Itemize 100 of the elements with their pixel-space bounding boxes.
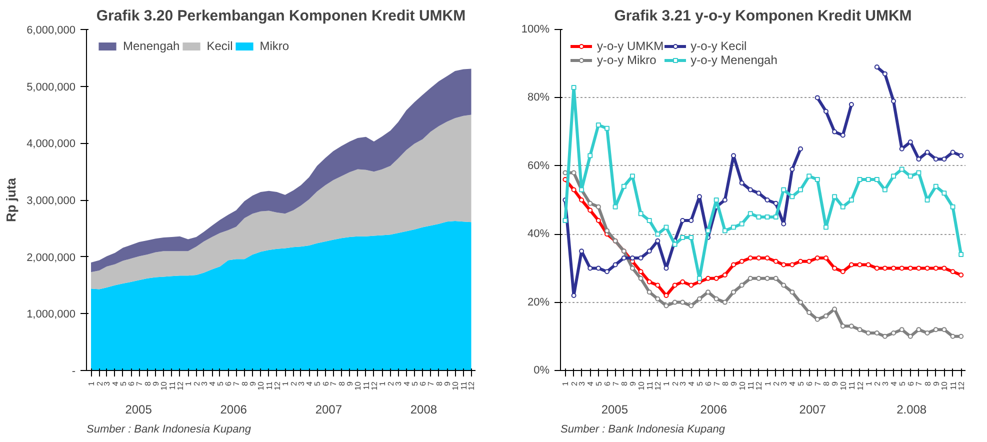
point — [571, 84, 576, 90]
point — [604, 228, 610, 234]
x-tick-label: 9 — [628, 380, 638, 386]
x-tick-label: 10 — [636, 380, 646, 390]
x-tick-label: 10 — [940, 380, 950, 390]
x-tick-label: 3 — [780, 380, 789, 386]
x-tick-label: 8 — [822, 380, 831, 386]
point — [588, 266, 593, 271]
x-tick-label: 3 — [296, 380, 306, 386]
point — [840, 324, 846, 329]
x-tick-label: 7 — [329, 380, 338, 386]
x-tick-label: 3 — [102, 380, 112, 386]
x-tick-label: 3 — [394, 380, 404, 386]
x-tick-label: 8 — [434, 380, 444, 386]
point — [630, 174, 635, 179]
point — [739, 282, 744, 288]
point — [908, 266, 913, 271]
legend-label: y-o-y UMKM — [597, 39, 664, 53]
point — [924, 266, 930, 271]
legend-label: Menengah — [123, 39, 180, 53]
x-tick-label: 10 — [160, 380, 169, 390]
point — [916, 156, 922, 162]
point — [848, 102, 854, 108]
point — [958, 252, 964, 258]
point — [798, 258, 804, 264]
point — [882, 187, 888, 192]
point — [773, 200, 778, 206]
point — [706, 228, 711, 234]
point — [748, 255, 753, 260]
x-tick-label: 6 — [805, 380, 814, 386]
text: 2005 — [601, 402, 628, 416]
point — [823, 108, 828, 114]
x-tick-label: 9 — [730, 380, 739, 386]
point — [832, 194, 838, 200]
point — [773, 276, 778, 281]
point — [672, 282, 678, 288]
x-tick-label: 4 — [208, 380, 217, 386]
point — [899, 266, 904, 271]
point — [942, 266, 947, 271]
point — [874, 177, 880, 182]
point — [655, 282, 660, 288]
point — [680, 300, 686, 305]
point — [899, 327, 904, 332]
chart-title: Grafik 3.21 y-o-y Komponen Kredit UMKM — [614, 8, 912, 24]
x-tick-label: 5 — [216, 380, 225, 386]
point — [638, 255, 644, 260]
x-tick-label: 1 — [87, 380, 96, 386]
point — [942, 156, 947, 162]
x-tick-label: 7 — [426, 380, 436, 386]
point — [781, 262, 786, 268]
x-tick-label: 11 — [948, 380, 958, 390]
x-tick-label: 1 — [378, 380, 388, 386]
legend-label: y-o-y Menengah — [690, 53, 778, 67]
point — [942, 327, 947, 332]
text: 2005 — [125, 402, 152, 416]
point — [612, 204, 618, 210]
point — [706, 290, 711, 295]
x-tick-label: 11 — [847, 380, 856, 390]
legend-label: Mikro — [260, 39, 290, 53]
point — [672, 300, 678, 305]
point — [840, 204, 846, 210]
point — [798, 300, 804, 305]
x-tick-label: 9 — [346, 380, 355, 386]
point — [638, 276, 644, 281]
x-tick-label: 11 — [645, 380, 654, 390]
y-tick-label: 60% — [527, 160, 550, 172]
point — [688, 235, 694, 240]
x-tick-label: 10 — [838, 380, 848, 390]
point — [814, 177, 820, 182]
point — [916, 266, 922, 271]
point — [731, 224, 736, 230]
point — [756, 190, 762, 196]
point — [773, 258, 778, 264]
x-tick-label: 3 — [578, 380, 587, 386]
point — [950, 204, 956, 210]
x-tick-label: 10 — [354, 380, 363, 390]
legend-label: y-o-y Mikro — [597, 53, 656, 67]
x-tick-label: 6 — [704, 380, 714, 386]
x-tick-label: 7 — [813, 380, 822, 386]
x-tick-label: 2 — [289, 380, 298, 386]
text: 2008 — [410, 402, 438, 416]
point — [958, 153, 964, 158]
point — [646, 248, 652, 254]
y-tick-label: 5,000,000 — [26, 81, 76, 94]
x-tick-label: 2 — [670, 380, 680, 386]
x-tick-label: 4 — [890, 380, 899, 386]
text: Sumber : Bank Indonesia Kupang — [86, 424, 252, 436]
y-axis-title: Rp juta — [4, 177, 19, 222]
point — [832, 129, 838, 134]
x-tick-label: 11 — [362, 380, 371, 390]
point — [596, 218, 601, 223]
y-tick-label: 2,000,000 — [26, 252, 76, 264]
text: Sumber : Bank Indonesia Kupang — [560, 424, 726, 436]
x-tick-label: 6 — [906, 380, 916, 386]
x-tick-label: 6 — [127, 380, 136, 386]
x-tick-label: 11 — [264, 380, 274, 390]
x-tick-label: 4 — [687, 380, 696, 386]
point — [646, 279, 652, 284]
point — [950, 334, 956, 339]
point — [857, 262, 862, 268]
